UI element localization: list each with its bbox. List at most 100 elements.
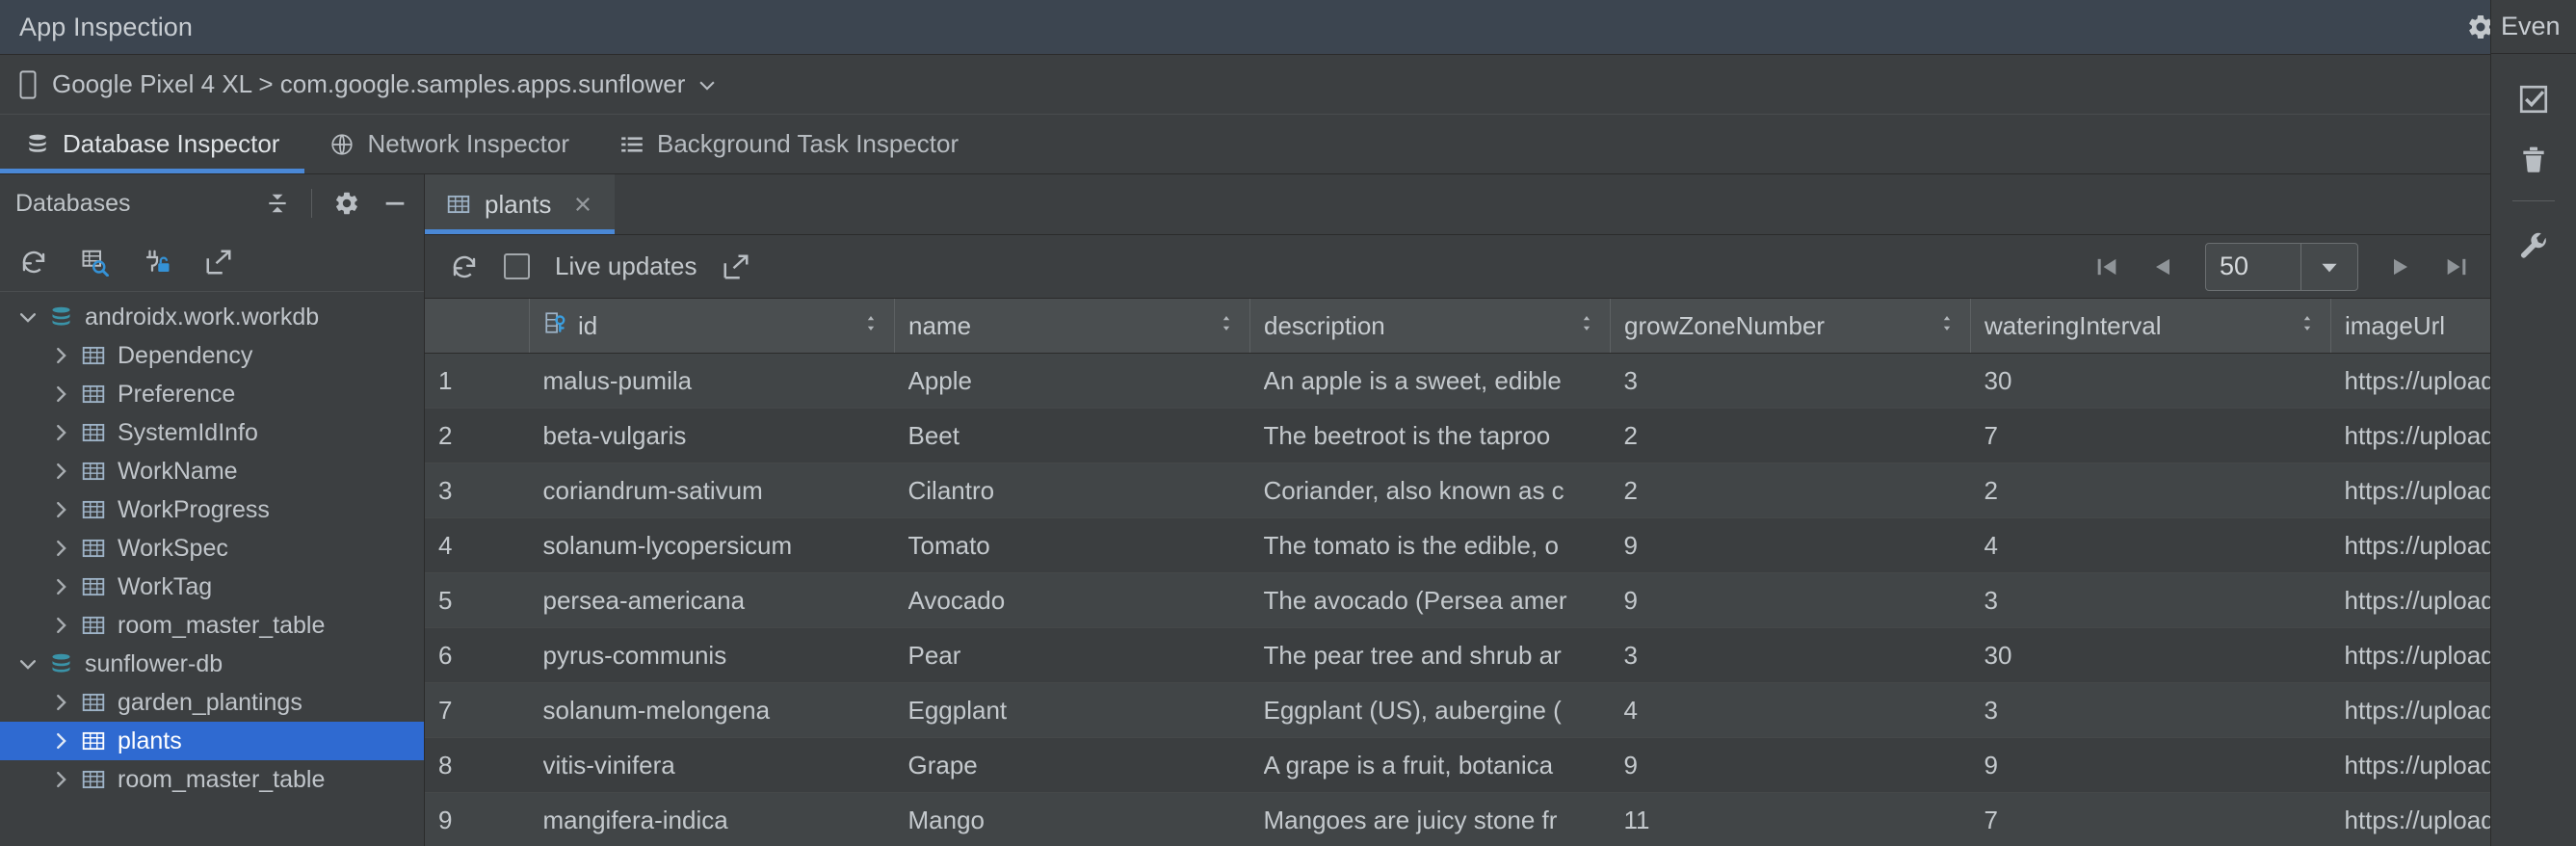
sort-arrows-icon[interactable] [861,311,881,341]
cell-url[interactable]: https://upload.wikimedia.o [2330,792,2491,846]
cell-wi[interactable]: 7 [1970,792,2331,846]
device-process-bar[interactable]: Google Pixel 4 XL > com.google.samples.a… [0,55,2491,115]
cell-id[interactable]: beta-vulgaris [529,408,895,463]
cell-wi[interactable]: 30 [1970,627,2331,683]
cell-id[interactable]: mangifera-indica [529,792,895,846]
column-header-id[interactable]: id [529,299,895,354]
cell-desc[interactable]: A grape is a fruit, botanica [1249,737,1611,793]
gear-icon[interactable] [333,190,360,217]
minimize-icon[interactable] [381,190,408,217]
cell-url[interactable]: https://upload.wikimedia.o [2330,517,2491,573]
close-icon[interactable] [572,194,593,215]
chevron-right-icon[interactable] [46,461,75,482]
cell-desc[interactable]: Mangoes are juicy stone fr [1249,792,1611,846]
table-row[interactable]: 9 mangifera-indica Mango Mangoes are juicy … [425,792,2491,846]
live-updates-checkbox[interactable] [504,253,530,279]
tab-network-inspector[interactable]: Network Inspector [304,115,594,173]
cell-url[interactable]: https://upload.wikimedia.o [2330,737,2491,793]
cell-wi[interactable]: 3 [1970,682,2331,738]
cell-gz[interactable]: 9 [1610,572,1971,628]
open-external-icon[interactable] [204,248,233,277]
chevron-right-icon[interactable] [46,769,75,790]
cell-gz[interactable]: 3 [1610,353,1971,409]
tree-item-worktag[interactable]: WorkTag [0,568,424,606]
cell-wi[interactable]: 30 [1970,353,2331,409]
cell-url[interactable]: https://upload.wikimedia.o [2330,627,2491,683]
table-row[interactable]: 2 beta-vulgaris Beet The beetroot is the ta… [425,408,2491,463]
cell-desc[interactable]: The tomato is the edible, o [1249,517,1611,573]
editor-tab-plants[interactable]: plants [425,174,616,234]
column-header-wi[interactable]: wateringInterval [1970,299,2331,354]
tab-background-task-inspector[interactable]: Background Task Inspector [594,115,984,173]
cell-name[interactable]: Grape [894,737,1250,793]
chevron-right-icon[interactable] [46,730,75,752]
cell-id[interactable]: coriandrum-sativum [529,463,895,518]
tree-item-preference[interactable]: Preference [0,375,424,413]
cell-name[interactable]: Apple [894,353,1250,409]
cell-id[interactable]: persea-americana [529,572,895,628]
next-page-icon[interactable] [2387,253,2414,280]
databases-tree[interactable]: androidx.work.workdb Dependency Preference… [0,292,424,846]
cell-wi[interactable]: 9 [1970,737,2331,793]
cell-name[interactable]: Mango [894,792,1250,846]
export-icon[interactable] [722,252,750,281]
cell-url[interactable]: https://upload.wikimedia.o [2330,408,2491,463]
sort-arrows-icon[interactable] [1937,311,1957,341]
cell-wi[interactable]: 2 [1970,463,2331,518]
cell-desc[interactable]: Eggplant (US), aubergine ( [1249,682,1611,738]
cell-gz[interactable]: 2 [1610,408,1971,463]
tree-item-workprogress[interactable]: WorkProgress [0,490,424,529]
tree-item-garden-plantings[interactable]: garden_plantings [0,683,424,722]
cell-wi[interactable]: 4 [1970,517,2331,573]
column-header-desc[interactable]: description [1249,299,1611,354]
cell-wi[interactable]: 3 [1970,572,2331,628]
cell-name[interactable]: Avocado [894,572,1250,628]
cell-name[interactable]: Pear [894,627,1250,683]
tree-item-room-master-table[interactable]: room_master_table [0,606,424,645]
cell-desc[interactable]: An apple is a sweet, edible [1249,353,1611,409]
table-row[interactable]: 6 pyrus-communis Pear The pear tree and shr… [425,627,2491,683]
sort-arrows-icon[interactable] [2298,311,2317,341]
tree-item-systemidinfo[interactable]: SystemIdInfo [0,413,424,452]
cell-id[interactable]: pyrus-communis [529,627,895,683]
cell-desc[interactable]: The beetroot is the taproo [1249,408,1611,463]
column-header-gz[interactable]: growZoneNumber [1610,299,1971,354]
cell-desc[interactable]: Coriander, also known as c [1249,463,1611,518]
chevron-right-icon[interactable] [46,692,75,713]
chevron-right-icon[interactable] [46,383,75,405]
chevron-down-icon[interactable] [13,306,42,328]
collapse-all-icon[interactable] [265,191,290,216]
cell-name[interactable]: Beet [894,408,1250,463]
tree-item-sunflower-db[interactable]: sunflower-db [0,645,424,683]
tree-item-workname[interactable]: WorkName [0,452,424,490]
gear-icon[interactable] [2466,13,2495,41]
cell-gz[interactable]: 3 [1610,627,1971,683]
table-row[interactable]: 1 malus-pumila Apple An apple is a sweet, e… [425,353,2491,409]
cell-id[interactable]: malus-pumila [529,353,895,409]
tree-item-androidx-work-workdb[interactable]: androidx.work.workdb [0,298,424,336]
chevron-right-icon[interactable] [46,538,75,559]
cell-desc[interactable]: The pear tree and shrub ar [1249,627,1611,683]
cell-gz[interactable]: 11 [1610,792,1971,846]
cell-wi[interactable]: 7 [1970,408,2331,463]
tree-item-plants[interactable]: plants [0,722,424,760]
chevron-right-icon[interactable] [46,345,75,366]
page-size-combo[interactable]: 50 [2205,242,2358,291]
column-header-name[interactable]: name [894,299,1250,354]
cell-gz[interactable]: 9 [1610,517,1971,573]
chevron-down-icon[interactable] [2301,244,2357,290]
table-row[interactable]: 8 vitis-vinifera Grape A grape is a fruit, … [425,737,2491,793]
tree-item-room-master-table[interactable]: room_master_table [0,760,424,799]
refresh-icon[interactable] [19,248,48,277]
page-size-value[interactable]: 50 [2220,251,2249,280]
column-header-url[interactable]: imageUrl [2330,299,2491,354]
keep-connection-open-icon[interactable] [143,248,171,277]
refresh-icon[interactable] [450,252,479,281]
cell-url[interactable]: https://upload.wikimedia.o [2330,353,2491,409]
cell-id[interactable]: solanum-lycopersicum [529,517,895,573]
chevron-right-icon[interactable] [46,499,75,520]
sort-arrows-icon[interactable] [1217,311,1236,341]
cell-id[interactable]: vitis-vinifera [529,737,895,793]
chevron-right-icon[interactable] [46,615,75,636]
chevron-right-icon[interactable] [46,422,75,443]
